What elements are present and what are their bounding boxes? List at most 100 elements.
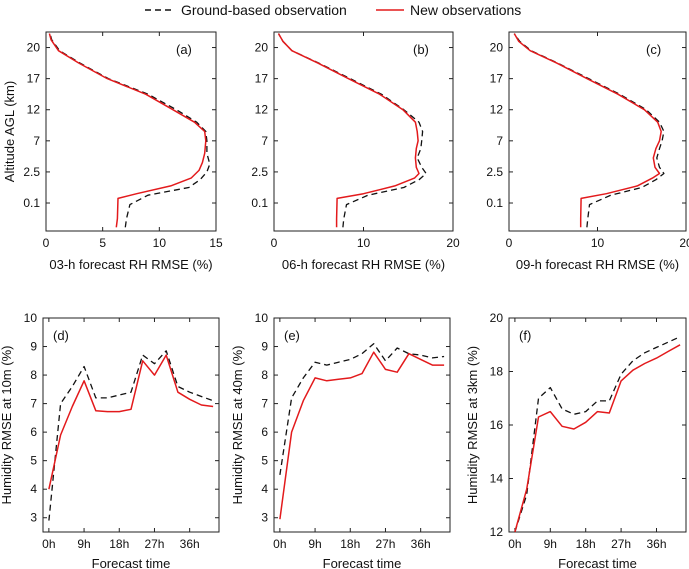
x-tick-label-f: 9h xyxy=(544,537,557,551)
y-tick-label-e: 5 xyxy=(261,454,268,468)
y-tick-label-e: 6 xyxy=(261,425,268,439)
y-tick-label-f: 16 xyxy=(490,418,504,432)
y-tick-label-c: 2.5 xyxy=(486,165,503,179)
legend: Ground-based observation New observations xyxy=(145,2,521,18)
y-axis-label-a: Altitude AGL (km) xyxy=(2,81,17,182)
panel-e: 0h 9h 18h 27h 36h 3 4 5 6 7 8 9 10 (e) Forecast time Hu… xyxy=(230,311,451,569)
x-tick-label-e: 18h xyxy=(340,537,360,551)
x-tick-label-b: 0 xyxy=(271,236,278,250)
x-axis-label-a: 03-h forecast RH RMSE (%) xyxy=(49,257,212,272)
y-tick-label-e: 7 xyxy=(261,397,268,411)
y-tick-label-f: 14 xyxy=(490,472,504,486)
y-tick-label-c: 20 xyxy=(490,41,504,55)
axes-box-b xyxy=(273,31,454,232)
series-line-b-new xyxy=(277,33,420,228)
panels: 0 5 10 15 0.1 2.5 7 12 17 20 (a) 03-h forecast RH R… xyxy=(0,31,689,569)
x-tick-label-a: 10 xyxy=(153,236,167,250)
y-tick-label-e: 4 xyxy=(261,482,268,496)
axes-box-e xyxy=(273,317,451,533)
y-tick-label-a: 2.5 xyxy=(23,165,40,179)
y-tick-label-a: 20 xyxy=(27,41,41,55)
y-tick-label-d: 5 xyxy=(30,454,37,468)
series-line-f-new xyxy=(514,344,681,533)
series-line-a-ground xyxy=(49,33,211,228)
x-tick-label-c: 10 xyxy=(591,236,605,250)
panel-label-d: (d) xyxy=(53,328,69,343)
y-tick-label-f: 20 xyxy=(490,311,504,325)
panel-c: 0 10 20 0.1 2.5 7 12 17 20 (c) 09-h forecast RH RM… xyxy=(486,31,689,272)
x-tick-label-e: 27h xyxy=(375,537,395,551)
y-tick-label-a: 17 xyxy=(27,72,41,86)
x-tick-label-c: 0 xyxy=(506,236,513,250)
y-tick-label-a: 0.1 xyxy=(23,196,40,210)
y-tick-label-b: 7 xyxy=(261,134,268,148)
y-tick-label-b: 2.5 xyxy=(251,165,268,179)
y-tick-label-d: 4 xyxy=(30,482,37,496)
x-tick-label-e: 9h xyxy=(308,537,321,551)
x-tick-label-a: 15 xyxy=(209,236,223,250)
panel-d: 0h 9h 18h 27h 36h 3 4 5 6 7 8 9 10 (d) Forecast time Hu… xyxy=(0,311,220,569)
y-tick-label-e: 8 xyxy=(261,368,268,382)
y-tick-label-f: 18 xyxy=(490,365,504,379)
panel-label-e: (e) xyxy=(284,328,300,343)
y-tick-label-f: 12 xyxy=(490,525,504,539)
x-tick-label-f: 0h xyxy=(508,537,521,551)
x-axis-label-f: Forecast time xyxy=(558,556,637,569)
x-tick-label-b: 10 xyxy=(357,236,371,250)
panel-f: 0h 9h 18h 27h 36h 12 14 16 18 20 (f) Forecast time H… xyxy=(465,311,687,569)
y-tick-label-b: 20 xyxy=(255,41,269,55)
y-tick-label-c: 7 xyxy=(496,134,503,148)
panel-label-f: (f) xyxy=(519,328,531,343)
x-tick-label-d: 0h xyxy=(42,537,55,551)
panel-a: 0 5 10 15 0.1 2.5 7 12 17 20 (a) 03-h forecast RH R… xyxy=(2,31,223,272)
y-tick-label-a: 12 xyxy=(27,103,41,117)
series-line-f-ground xyxy=(514,336,681,533)
y-axis-label-e: Humidity RMSE at 40m (%) xyxy=(230,346,245,505)
y-tick-label-e: 9 xyxy=(261,340,268,354)
x-axis-label-d: Forecast time xyxy=(92,556,171,569)
y-tick-label-c: 17 xyxy=(490,72,504,86)
y-tick-label-d: 8 xyxy=(30,368,37,382)
legend-label-ground: Ground-based observation xyxy=(181,2,347,18)
series-line-b-ground xyxy=(277,33,427,228)
y-tick-label-c: 0.1 xyxy=(486,196,503,210)
x-axis-label-e: Forecast time xyxy=(323,556,402,569)
panel-label-b: (b) xyxy=(413,42,429,57)
series-line-c-new xyxy=(513,33,662,228)
y-tick-label-a: 7 xyxy=(33,134,40,148)
y-tick-label-c: 12 xyxy=(490,103,504,117)
series-line-a-new xyxy=(48,33,207,228)
y-tick-label-d: 10 xyxy=(24,311,38,325)
x-tick-label-d: 27h xyxy=(144,537,164,551)
y-tick-label-d: 7 xyxy=(30,397,37,411)
x-tick-label-a: 0 xyxy=(43,236,50,250)
x-tick-label-d: 36h xyxy=(180,537,200,551)
x-tick-label-d: 18h xyxy=(109,537,129,551)
panel-label-a: (a) xyxy=(176,42,192,57)
y-axis-label-f: Humidity RMSE at 3km (%) xyxy=(465,346,480,504)
x-tick-label-e: 0h xyxy=(273,537,286,551)
series-line-d-ground xyxy=(48,350,214,521)
series-line-e-new xyxy=(279,351,445,520)
x-tick-label-f: 18h xyxy=(576,537,596,551)
y-tick-label-d: 9 xyxy=(30,340,37,354)
x-tick-label-f: 27h xyxy=(611,537,631,551)
x-tick-label-f: 36h xyxy=(646,537,666,551)
panel-b: 0 10 20 0.1 2.5 7 12 17 20 (b) 06-h forecast RH RM… xyxy=(251,31,460,272)
y-tick-label-b: 12 xyxy=(255,103,269,117)
y-tick-label-d: 6 xyxy=(30,425,37,439)
axes-box-a xyxy=(45,31,217,232)
y-tick-label-b: 17 xyxy=(255,72,269,86)
y-tick-label-d: 3 xyxy=(30,511,37,525)
x-tick-label-b: 20 xyxy=(446,236,460,250)
panel-label-c: (c) xyxy=(646,42,661,57)
x-axis-label-c: 09-h forecast RH RMSE (%) xyxy=(516,257,679,272)
series-line-e-ground xyxy=(279,343,445,475)
legend-label-new: New observations xyxy=(410,2,521,18)
axes-box-f xyxy=(508,317,687,533)
x-tick-label-c: 20 xyxy=(679,236,689,250)
y-axis-label-d: Humidity RMSE at 10m (%) xyxy=(0,346,14,505)
axes-box-d xyxy=(42,317,220,533)
y-tick-label-e: 3 xyxy=(261,511,268,525)
